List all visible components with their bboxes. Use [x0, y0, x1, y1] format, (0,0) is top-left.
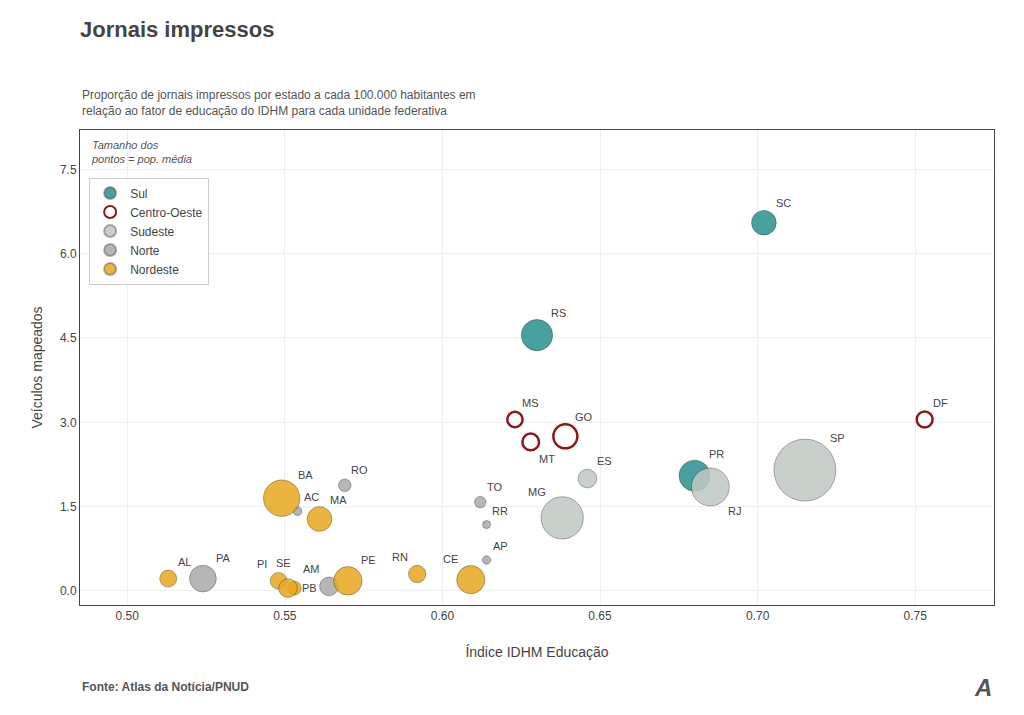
- svg-text:MS: MS: [522, 397, 539, 409]
- svg-text:0.0: 0.0: [60, 584, 77, 598]
- svg-text:0.60: 0.60: [431, 609, 455, 623]
- svg-text:AM: AM: [303, 563, 320, 575]
- svg-text:Nordeste: Nordeste: [130, 263, 179, 277]
- svg-text:Veículos mapeados: Veículos mapeados: [29, 306, 45, 428]
- svg-text:ES: ES: [597, 455, 612, 467]
- svg-text:DF: DF: [933, 397, 948, 409]
- svg-text:GO: GO: [575, 411, 593, 423]
- svg-text:AL: AL: [178, 556, 191, 568]
- svg-text:Fonte: Atlas da Notícia/PNUD: Fonte: Atlas da Notícia/PNUD: [82, 680, 249, 694]
- svg-text:SE: SE: [276, 557, 291, 569]
- svg-text:AC: AC: [304, 491, 319, 503]
- svg-text:TO: TO: [487, 481, 503, 493]
- svg-text:RS: RS: [551, 307, 566, 319]
- svg-text:PA: PA: [216, 552, 231, 564]
- svg-text:PI: PI: [257, 558, 267, 570]
- svg-text:0.70: 0.70: [746, 609, 770, 623]
- svg-text:Sul: Sul: [130, 187, 147, 201]
- svg-text:3.0: 3.0: [60, 416, 77, 430]
- svg-text:4.5: 4.5: [60, 331, 77, 345]
- svg-text:0.55: 0.55: [273, 609, 297, 623]
- svg-text:BA: BA: [298, 469, 313, 481]
- svg-text:SP: SP: [830, 432, 845, 444]
- svg-text:A: A: [974, 674, 992, 701]
- svg-text:Tamanho dospontos = pop. média: Tamanho dospontos = pop. média: [91, 139, 192, 165]
- svg-text:1.5: 1.5: [60, 500, 77, 514]
- svg-text:MG: MG: [528, 486, 546, 498]
- svg-text:0.75: 0.75: [904, 609, 928, 623]
- svg-text:MA: MA: [330, 494, 347, 506]
- svg-text:7.5: 7.5: [60, 163, 77, 177]
- svg-text:0.50: 0.50: [116, 609, 140, 623]
- svg-text:RJ: RJ: [728, 505, 741, 517]
- svg-text:PB: PB: [302, 582, 317, 594]
- svg-text:RO: RO: [351, 464, 368, 476]
- svg-text:SC: SC: [776, 197, 791, 209]
- svg-text:MT: MT: [539, 453, 555, 465]
- svg-text:Índice IDHM Educação: Índice IDHM Educação: [465, 644, 608, 660]
- svg-text:PE: PE: [361, 554, 376, 566]
- svg-text:Proporção de jornais impressos: Proporção de jornais impressos por estad…: [82, 88, 476, 118]
- svg-text:Sudeste: Sudeste: [130, 225, 174, 239]
- svg-text:0.65: 0.65: [588, 609, 612, 623]
- svg-text:Norte: Norte: [130, 244, 160, 258]
- svg-text:CE: CE: [443, 553, 458, 565]
- svg-text:RR: RR: [492, 505, 508, 517]
- svg-text:6.0: 6.0: [60, 247, 77, 261]
- svg-text:Jornais impressos: Jornais impressos: [80, 17, 274, 42]
- svg-text:PR: PR: [709, 448, 724, 460]
- svg-text:AP: AP: [493, 540, 508, 552]
- svg-text:RN: RN: [392, 551, 408, 563]
- svg-text:Centro-Oeste: Centro-Oeste: [130, 206, 202, 220]
